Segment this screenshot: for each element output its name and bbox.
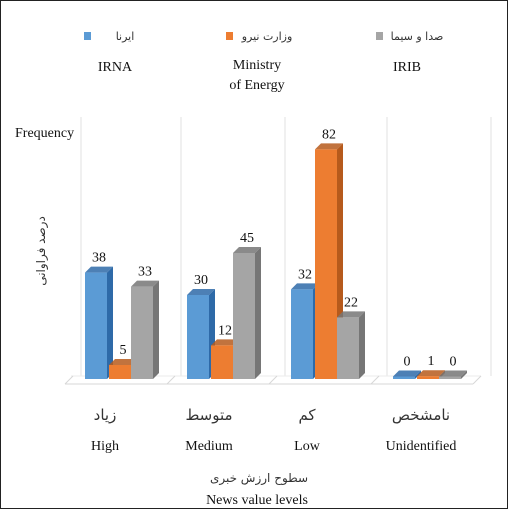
floor-tick — [472, 375, 482, 385]
data-label: 0 — [450, 355, 457, 370]
bar-top — [187, 289, 215, 295]
legend-label-en: IRNA — [98, 60, 133, 75]
bar — [417, 376, 439, 379]
legend-label-fa: صدا و سیما — [391, 30, 444, 43]
bar-side — [255, 247, 261, 379]
bar — [233, 253, 255, 379]
category-label-en: High — [91, 439, 119, 454]
legend-label-en: Ministry — [233, 58, 281, 73]
x-axis-label-fa: سطوح ارزش خبری — [210, 471, 308, 486]
bar — [109, 365, 131, 379]
y-axis-label-fa: درصد فراوانی — [34, 216, 49, 286]
category-label-fa: زیاد — [94, 406, 117, 424]
legend-label-fa: ایرنا — [116, 30, 135, 43]
data-label: 38 — [92, 251, 106, 266]
data-label: 0 — [404, 355, 411, 370]
bar-top — [109, 359, 137, 365]
category-label-en: Low — [294, 439, 321, 454]
category-dividers — [80, 117, 492, 376]
legend: ایرنا IRNA وزارت نیرو Ministry of Energy صدا … — [84, 30, 443, 93]
bar-top — [393, 370, 421, 377]
data-label: 82 — [322, 127, 336, 142]
bar — [291, 289, 313, 379]
bar — [439, 376, 461, 379]
data-label: 22 — [344, 295, 358, 310]
data-label: 45 — [240, 231, 254, 246]
data-label: 33 — [138, 265, 152, 280]
bar — [211, 345, 233, 379]
legend-label-fa: وزارت نیرو — [241, 30, 293, 43]
bar-side — [153, 280, 159, 379]
x-axis-label-en: News value levels — [206, 493, 308, 508]
category-label-en: Medium — [185, 439, 233, 454]
category-label-fa: نامشخص — [392, 406, 450, 424]
data-label: 32 — [298, 267, 312, 282]
y-axis-label-en: Frequency — [15, 126, 74, 141]
data-label: 1 — [428, 354, 435, 369]
category-labels: زیاد High متوسط Medium کم Low نامشخص Unidentifi… — [91, 406, 456, 454]
bar — [315, 149, 337, 379]
legend-label-en: of Energy — [229, 78, 284, 93]
category-label-en: Unidentified — [386, 439, 457, 454]
bar — [187, 295, 209, 379]
bar-top — [85, 266, 113, 273]
bar — [337, 317, 359, 379]
bar-side — [415, 370, 421, 379]
bar-top — [417, 370, 445, 377]
bar-top — [291, 283, 319, 290]
legend-label-en: IRIB — [393, 60, 421, 75]
bar-top — [439, 370, 467, 377]
floor-tick — [166, 375, 176, 385]
floor-tick — [64, 375, 74, 385]
data-label: 12 — [218, 323, 232, 338]
bar-side — [461, 370, 467, 379]
legend-swatch — [376, 32, 383, 40]
bars: 38 30 32 0 5 12 82 1 33 45 22 0 — [85, 127, 467, 379]
floor-tick — [268, 375, 278, 385]
legend-swatch — [84, 32, 91, 40]
category-label-fa: متوسط — [185, 406, 232, 424]
data-label: 30 — [194, 273, 208, 288]
bar — [393, 376, 415, 379]
bar-side — [359, 311, 365, 379]
bar — [85, 272, 107, 379]
bar-top — [233, 247, 261, 253]
bar-top — [337, 311, 365, 318]
bar-top — [131, 280, 159, 287]
legend-swatch — [226, 32, 233, 40]
bar-side — [107, 266, 113, 379]
floor-tick — [370, 375, 380, 385]
bar-top — [315, 143, 343, 150]
bar — [131, 286, 153, 379]
data-label: 5 — [120, 343, 127, 358]
category-label-fa: کم — [298, 406, 316, 424]
bar-top — [211, 339, 239, 346]
